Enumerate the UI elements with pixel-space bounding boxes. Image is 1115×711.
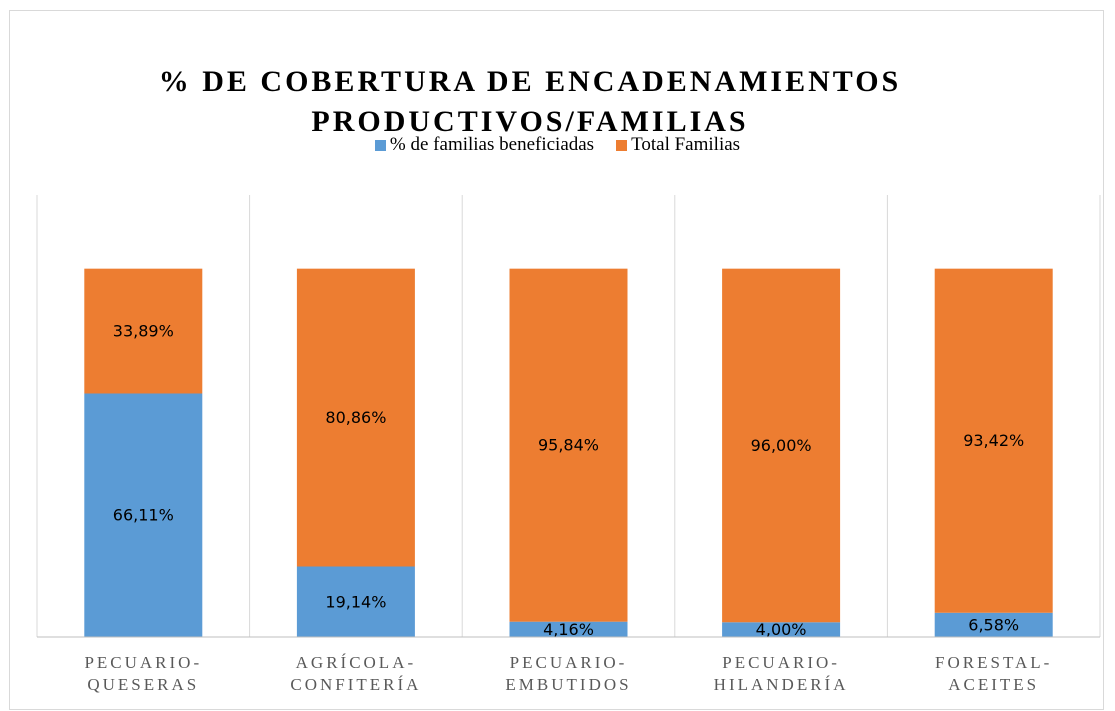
bar-segment bbox=[509, 268, 628, 622]
bar-segment bbox=[934, 612, 1053, 637]
legend-label: Total Familias bbox=[631, 134, 741, 155]
data-label: 4,16% bbox=[543, 620, 594, 639]
data-label: 6,58% bbox=[968, 615, 1019, 634]
x-tick-label: PECUARIO-HILANDERÍA bbox=[713, 653, 849, 694]
bar-segment bbox=[722, 268, 841, 623]
data-label: 95,84% bbox=[538, 436, 599, 455]
bar-segment bbox=[84, 268, 203, 394]
legend-item: % de familias beneficiadas bbox=[374, 134, 595, 156]
legend-swatch bbox=[374, 139, 386, 151]
bar-segment bbox=[296, 566, 415, 637]
data-label: 96,00% bbox=[751, 436, 812, 455]
legend: % de familias beneficiadas Total Familias bbox=[0, 134, 1115, 156]
data-label: 4,00% bbox=[756, 620, 807, 639]
data-label: 33,89% bbox=[113, 322, 174, 341]
chart-title: % DE COBERTURA DE ENCADENAMIENTOS PRODUC… bbox=[158, 65, 902, 138]
bar-segment bbox=[934, 268, 1053, 613]
x-tick-label: AGRÍCOLA-CONFITERÍA bbox=[290, 653, 422, 694]
data-label: 93,42% bbox=[963, 431, 1024, 450]
data-label: 80,86% bbox=[325, 408, 386, 427]
data-label: 19,14% bbox=[325, 592, 386, 611]
legend-label: % de familias beneficiadas bbox=[389, 134, 595, 155]
chart-border bbox=[9, 10, 1104, 710]
bar-segment bbox=[722, 622, 841, 637]
legend-item: Total Familias bbox=[616, 134, 740, 156]
bar-segment bbox=[84, 393, 203, 637]
bar-segment bbox=[509, 621, 628, 637]
bar-segment bbox=[296, 268, 415, 567]
x-tick-label: PECUARIO-QUESERAS bbox=[84, 653, 203, 694]
data-label: 66,11% bbox=[113, 506, 174, 525]
x-tick-label: FORESTAL-ACEITES bbox=[935, 653, 1053, 694]
x-tick-label: PECUARIO-EMBUTIDOS bbox=[505, 653, 632, 694]
legend-swatch bbox=[616, 139, 628, 151]
